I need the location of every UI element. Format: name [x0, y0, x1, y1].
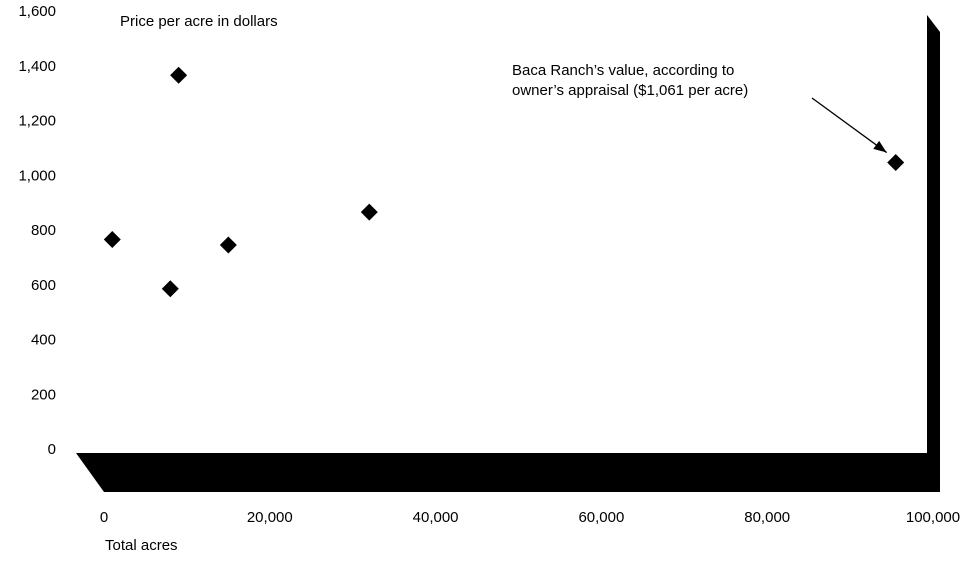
data-points	[103, 66, 905, 298]
x-axis-title: Total acres	[105, 537, 178, 554]
chart-floor	[76, 453, 940, 492]
x-tick-label: 80,000	[744, 509, 790, 526]
x-tick-label: 100,000	[906, 509, 960, 526]
annotation-line-2: owner’s appraisal ($1,061 per acre)	[512, 82, 748, 99]
data-point	[887, 154, 905, 172]
data-point	[170, 66, 188, 84]
data-point	[103, 230, 121, 248]
x-tick-label: 60,000	[578, 509, 624, 526]
x-tick-label: 0	[100, 509, 108, 526]
y-tick-label: 400	[31, 332, 56, 349]
y-tick-label: 200	[31, 386, 56, 403]
annotation-arrowhead	[873, 140, 887, 153]
x-tick-label: 40,000	[413, 509, 459, 526]
data-point	[161, 280, 179, 298]
y-tick-label: 800	[31, 222, 56, 239]
y-tick-label: 0	[48, 441, 56, 458]
annotation-arrow	[811, 97, 888, 154]
y-axis-ticks: 0 200 400 600 800 1,000 1,200 1,400 1,600	[18, 3, 56, 458]
data-point	[219, 236, 237, 254]
y-tick-label: 1,000	[18, 167, 56, 184]
annotation-line-1: Baca Ranch’s value, according to	[512, 62, 734, 79]
y-axis-title: Price per acre in dollars	[120, 13, 278, 30]
data-point	[360, 203, 378, 221]
y-tick-label: 1,400	[18, 58, 56, 75]
y-tick-label: 1,200	[18, 113, 56, 130]
y-tick-label: 1,600	[18, 3, 56, 20]
x-tick-label: 20,000	[247, 509, 293, 526]
y-tick-label: 600	[31, 277, 56, 294]
x-axis-ticks: 0 20,000 40,000 60,000 80,000 100,000	[100, 509, 960, 526]
chart-right-wall	[927, 15, 940, 453]
